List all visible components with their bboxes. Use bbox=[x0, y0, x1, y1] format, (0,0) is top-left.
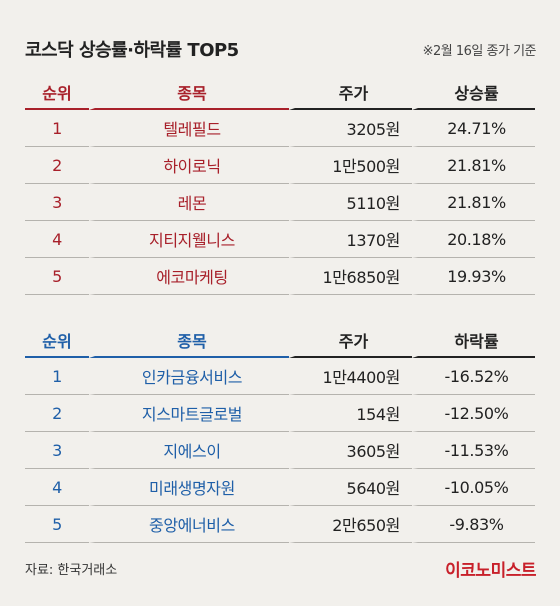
stock-name-header: 종목 bbox=[89, 76, 289, 110]
rank-header: 순위 bbox=[25, 324, 89, 358]
table-row: 1 인카금융서비스 1만4400원 -16.52% bbox=[25, 358, 535, 395]
stock-name-cell: 레몬 bbox=[89, 184, 289, 221]
losers-header-row: 순위 종목 주가 하락률 bbox=[25, 324, 535, 358]
price-header: 주가 bbox=[289, 324, 412, 358]
price-cell: 154원 bbox=[289, 395, 412, 432]
loss-rate-header: 하락률 bbox=[412, 324, 535, 358]
price-cell: 1만6850원 bbox=[289, 258, 412, 295]
stock-name-cell: 지스마트글로벌 bbox=[89, 395, 289, 432]
rank-cell: 4 bbox=[25, 469, 89, 506]
rate-cell: 21.81% bbox=[412, 147, 535, 184]
rank-cell: 4 bbox=[25, 221, 89, 258]
price-cell: 5640원 bbox=[289, 469, 412, 506]
gainers-header-row: 순위 종목 주가 상승률 bbox=[25, 76, 535, 110]
table-row: 4 미래생명자원 5640원 -10.05% bbox=[25, 469, 535, 506]
price-cell: 1만500원 bbox=[289, 147, 412, 184]
price-cell: 1370원 bbox=[289, 221, 412, 258]
stock-name-cell: 에코마케팅 bbox=[89, 258, 289, 295]
rank-cell: 3 bbox=[25, 184, 89, 221]
rank-cell: 2 bbox=[25, 395, 89, 432]
price-cell: 2만650원 bbox=[289, 506, 412, 543]
table-row: 2 지스마트글로벌 154원 -12.50% bbox=[25, 395, 535, 432]
stock-name-cell: 인카금융서비스 bbox=[89, 358, 289, 395]
price-header: 주가 bbox=[289, 76, 412, 110]
price-cell: 1만4400원 bbox=[289, 358, 412, 395]
stock-name-cell: 지티지웰니스 bbox=[89, 221, 289, 258]
stock-name-cell: 하이로닉 bbox=[89, 147, 289, 184]
rate-cell: -10.05% bbox=[412, 469, 535, 506]
rank-cell: 5 bbox=[25, 506, 89, 543]
rank-cell: 1 bbox=[25, 110, 89, 147]
rate-cell: 20.18% bbox=[412, 221, 535, 258]
stock-name-cell: 중앙에너비스 bbox=[89, 506, 289, 543]
basis-date-note: ※2월 16일 종가 기준 bbox=[422, 44, 537, 59]
stock-name-cell: 텔레필드 bbox=[89, 110, 289, 147]
rate-cell: -11.53% bbox=[412, 432, 535, 469]
rate-cell: 21.81% bbox=[412, 184, 535, 221]
rate-cell: -9.83% bbox=[412, 506, 535, 543]
rank-cell: 3 bbox=[25, 432, 89, 469]
price-cell: 3605원 bbox=[289, 432, 412, 469]
price-cell: 5110원 bbox=[289, 184, 412, 221]
rate-cell: -12.50% bbox=[412, 395, 535, 432]
stock-name-cell: 지에스이 bbox=[89, 432, 289, 469]
table-row: 3 지에스이 3605원 -11.53% bbox=[25, 432, 535, 469]
gain-rate-header: 상승률 bbox=[412, 76, 535, 110]
rate-cell: -16.52% bbox=[412, 358, 535, 395]
source-caption: 자료: 한국거래소 bbox=[25, 563, 118, 578]
table-row: 1 텔레필드 3205원 24.71% bbox=[25, 110, 535, 147]
price-cell: 3205원 bbox=[289, 110, 412, 147]
rate-cell: 24.71% bbox=[412, 110, 535, 147]
rate-cell: 19.93% bbox=[412, 258, 535, 295]
rank-cell: 2 bbox=[25, 147, 89, 184]
gainers-table: 순위 종목 주가 상승률 1 텔레필드 3205원 24.71% 2 하이로닉 … bbox=[25, 76, 535, 295]
stock-name-header: 종목 bbox=[89, 324, 289, 358]
stock-name-cell: 미래생명자원 bbox=[89, 469, 289, 506]
rank-header: 순위 bbox=[25, 76, 89, 110]
table-row: 4 지티지웰니스 1370원 20.18% bbox=[25, 221, 535, 258]
losers-table: 순위 종목 주가 하락률 1 인카금융서비스 1만4400원 -16.52% 2… bbox=[25, 324, 535, 543]
rank-cell: 1 bbox=[25, 358, 89, 395]
infographic-title: 코스닥 상승률·하락률 TOP5 bbox=[25, 40, 239, 61]
table-row: 5 중앙에너비스 2만650원 -9.83% bbox=[25, 506, 535, 543]
table-row: 5 에코마케팅 1만6850원 19.93% bbox=[25, 258, 535, 295]
table-row: 2 하이로닉 1만500원 21.81% bbox=[25, 147, 535, 184]
table-row: 3 레몬 5110원 21.81% bbox=[25, 184, 535, 221]
publisher-logo: 이코노미스트 bbox=[445, 561, 536, 581]
rank-cell: 5 bbox=[25, 258, 89, 295]
